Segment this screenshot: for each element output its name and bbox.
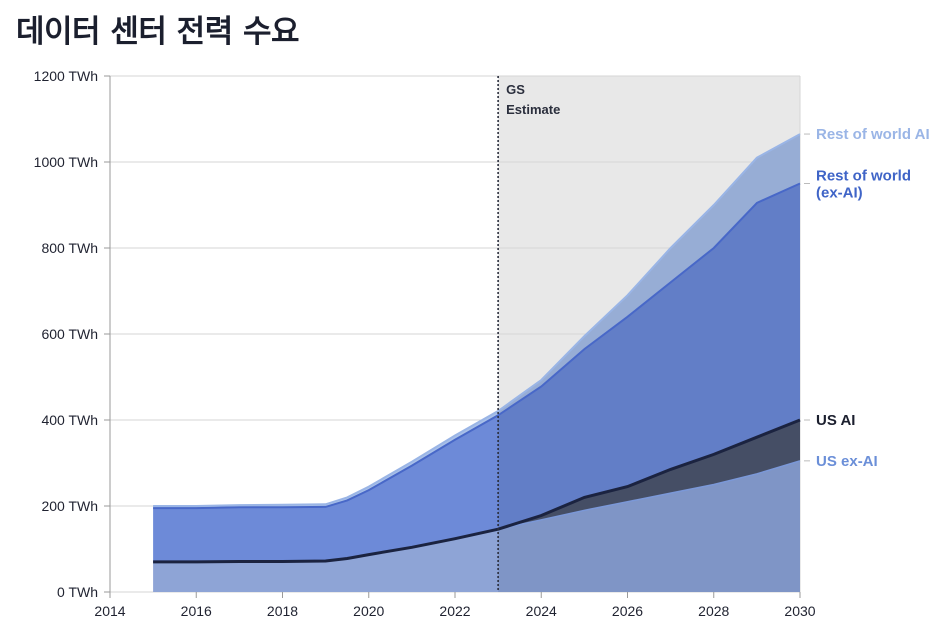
xtick-label: 2024: [526, 603, 557, 619]
area-us-ai: [153, 420, 801, 562]
xtick-label: 2022: [439, 603, 470, 619]
xtick-label: 2014: [94, 603, 125, 619]
estimate-label-line2: Estimate: [506, 102, 560, 117]
xtick-label: 2028: [698, 603, 729, 619]
ytick-label: 0 TWh: [57, 584, 98, 600]
area-rest-of-world-ex-ai-: [153, 183, 801, 562]
area-layer: [153, 76, 801, 592]
estimate-overlay: [498, 134, 800, 592]
xtick-label: 2020: [353, 603, 384, 619]
label-layer: GS Estimate Rest of world AI Rest of world(…: [506, 82, 930, 470]
end-label: US AI: [816, 412, 855, 429]
line-us-total: [153, 418, 801, 564]
area-us-ex-ai: [153, 460, 801, 592]
axis-layer: 0 TWh 200 TWh 400 TWh 600 TWh 800 TWh 1000 TW…: [34, 68, 816, 619]
ytick-label: 1000 TWh: [34, 154, 98, 170]
end-label: Rest of world: [816, 168, 911, 185]
xtick-label: 2026: [612, 603, 643, 619]
chart-title: 데이터 센터 전력 수요: [16, 14, 300, 50]
ytick-label: 600 TWh: [41, 326, 98, 342]
end-label-line2: (ex-AI): [816, 185, 863, 202]
end-label: Rest of world AI: [816, 126, 930, 143]
ytick-label: 400 TWh: [41, 412, 98, 428]
ytick-label: 800 TWh: [41, 240, 98, 256]
xtick-label: 2018: [267, 603, 298, 619]
end-label: US ex-AI: [816, 453, 878, 470]
xtick-label: 2016: [181, 603, 212, 619]
line-rest-of-world-ex-ai: [153, 182, 801, 510]
estimate-label-line1: GS: [506, 82, 525, 97]
ytick-label: 1200 TWh: [34, 68, 98, 84]
line-rest-of-world-ai: [153, 133, 801, 507]
ytick-label: 200 TWh: [41, 498, 98, 514]
xtick-label: 2030: [784, 603, 815, 619]
